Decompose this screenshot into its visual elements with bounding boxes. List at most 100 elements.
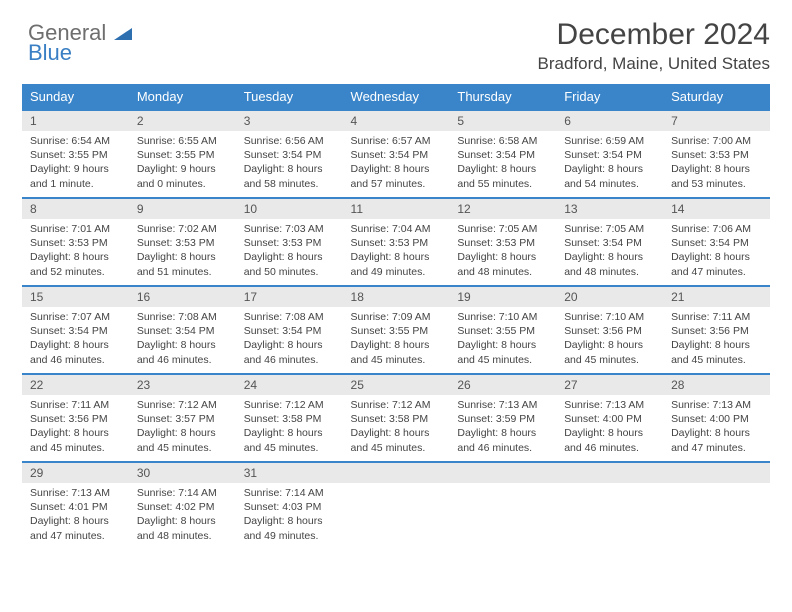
daylight-line: Daylight: 8 hours and 49 minutes.	[351, 250, 444, 278]
day-details: Sunrise: 7:12 AMSunset: 3:58 PMDaylight:…	[343, 395, 450, 459]
sunrise-line: Sunrise: 6:59 AM	[564, 134, 657, 148]
sunrise-line: Sunrise: 7:10 AM	[564, 310, 657, 324]
daylight-line: Daylight: 8 hours and 46 minutes.	[30, 338, 123, 366]
day-details: Sunrise: 6:57 AMSunset: 3:54 PMDaylight:…	[343, 131, 450, 195]
calendar-day-cell: 26Sunrise: 7:13 AMSunset: 3:59 PMDayligh…	[449, 374, 556, 462]
day-number: 16	[129, 287, 236, 307]
empty-day-bar	[556, 463, 663, 483]
calendar-day-cell: 17Sunrise: 7:08 AMSunset: 3:54 PMDayligh…	[236, 286, 343, 374]
daylight-line: Daylight: 8 hours and 48 minutes.	[457, 250, 550, 278]
day-details: Sunrise: 7:03 AMSunset: 3:53 PMDaylight:…	[236, 219, 343, 283]
daylight-line: Daylight: 9 hours and 0 minutes.	[137, 162, 230, 190]
sunrise-line: Sunrise: 7:05 AM	[564, 222, 657, 236]
sunset-line: Sunset: 4:01 PM	[30, 500, 123, 514]
day-number: 23	[129, 375, 236, 395]
sunrise-line: Sunrise: 6:57 AM	[351, 134, 444, 148]
empty-day-bar	[663, 463, 770, 483]
sunrise-line: Sunrise: 7:08 AM	[244, 310, 337, 324]
sunrise-line: Sunrise: 7:13 AM	[457, 398, 550, 412]
daylight-line: Daylight: 8 hours and 54 minutes.	[564, 162, 657, 190]
sunset-line: Sunset: 4:00 PM	[564, 412, 657, 426]
sunset-line: Sunset: 3:54 PM	[564, 236, 657, 250]
sunrise-line: Sunrise: 7:07 AM	[30, 310, 123, 324]
calendar-day-cell: 8Sunrise: 7:01 AMSunset: 3:53 PMDaylight…	[22, 198, 129, 286]
sunset-line: Sunset: 3:53 PM	[457, 236, 550, 250]
calendar-day-cell: 24Sunrise: 7:12 AMSunset: 3:58 PMDayligh…	[236, 374, 343, 462]
day-number: 1	[22, 111, 129, 131]
day-number: 13	[556, 199, 663, 219]
day-details: Sunrise: 7:00 AMSunset: 3:53 PMDaylight:…	[663, 131, 770, 195]
daylight-line: Daylight: 8 hours and 58 minutes.	[244, 162, 337, 190]
day-details: Sunrise: 7:11 AMSunset: 3:56 PMDaylight:…	[663, 307, 770, 371]
daylight-line: Daylight: 8 hours and 57 minutes.	[351, 162, 444, 190]
daylight-line: Daylight: 8 hours and 47 minutes.	[671, 250, 764, 278]
sunrise-line: Sunrise: 7:00 AM	[671, 134, 764, 148]
weekday-header: Thursday	[449, 84, 556, 110]
sunset-line: Sunset: 4:03 PM	[244, 500, 337, 514]
empty-day-bar	[343, 463, 450, 483]
daylight-line: Daylight: 8 hours and 46 minutes.	[244, 338, 337, 366]
calendar-body: 1Sunrise: 6:54 AMSunset: 3:55 PMDaylight…	[22, 110, 770, 550]
day-details: Sunrise: 7:13 AMSunset: 3:59 PMDaylight:…	[449, 395, 556, 459]
daylight-line: Daylight: 8 hours and 47 minutes.	[671, 426, 764, 454]
calendar-day-cell	[663, 462, 770, 550]
daylight-line: Daylight: 8 hours and 46 minutes.	[137, 338, 230, 366]
calendar-day-cell: 14Sunrise: 7:06 AMSunset: 3:54 PMDayligh…	[663, 198, 770, 286]
day-number: 31	[236, 463, 343, 483]
day-number: 18	[343, 287, 450, 307]
weekday-header: Saturday	[663, 84, 770, 110]
header-block: December 2024 Bradford, Maine, United St…	[22, 18, 770, 74]
day-details: Sunrise: 7:10 AMSunset: 3:56 PMDaylight:…	[556, 307, 663, 371]
sunset-line: Sunset: 3:53 PM	[137, 236, 230, 250]
sunset-line: Sunset: 3:57 PM	[137, 412, 230, 426]
day-details: Sunrise: 6:54 AMSunset: 3:55 PMDaylight:…	[22, 131, 129, 195]
calendar-day-cell: 20Sunrise: 7:10 AMSunset: 3:56 PMDayligh…	[556, 286, 663, 374]
sunset-line: Sunset: 3:55 PM	[137, 148, 230, 162]
sunset-line: Sunset: 3:54 PM	[137, 324, 230, 338]
calendar-day-cell: 19Sunrise: 7:10 AMSunset: 3:55 PMDayligh…	[449, 286, 556, 374]
empty-day-bar	[449, 463, 556, 483]
day-details: Sunrise: 6:59 AMSunset: 3:54 PMDaylight:…	[556, 131, 663, 195]
sunrise-line: Sunrise: 7:09 AM	[351, 310, 444, 324]
calendar-day-cell	[556, 462, 663, 550]
day-number: 24	[236, 375, 343, 395]
sunset-line: Sunset: 3:59 PM	[457, 412, 550, 426]
calendar-day-cell: 6Sunrise: 6:59 AMSunset: 3:54 PMDaylight…	[556, 110, 663, 198]
day-details: Sunrise: 7:14 AMSunset: 4:03 PMDaylight:…	[236, 483, 343, 547]
day-number: 15	[22, 287, 129, 307]
day-number: 9	[129, 199, 236, 219]
sunset-line: Sunset: 3:54 PM	[671, 236, 764, 250]
calendar-day-cell: 13Sunrise: 7:05 AMSunset: 3:54 PMDayligh…	[556, 198, 663, 286]
daylight-line: Daylight: 8 hours and 46 minutes.	[457, 426, 550, 454]
sunrise-line: Sunrise: 6:58 AM	[457, 134, 550, 148]
day-number: 19	[449, 287, 556, 307]
sunset-line: Sunset: 3:53 PM	[30, 236, 123, 250]
sunrise-line: Sunrise: 7:02 AM	[137, 222, 230, 236]
day-details: Sunrise: 7:05 AMSunset: 3:53 PMDaylight:…	[449, 219, 556, 283]
day-details: Sunrise: 7:05 AMSunset: 3:54 PMDaylight:…	[556, 219, 663, 283]
day-number: 17	[236, 287, 343, 307]
sunrise-line: Sunrise: 7:11 AM	[671, 310, 764, 324]
sunset-line: Sunset: 3:58 PM	[351, 412, 444, 426]
calendar-day-cell: 12Sunrise: 7:05 AMSunset: 3:53 PMDayligh…	[449, 198, 556, 286]
day-details: Sunrise: 7:11 AMSunset: 3:56 PMDaylight:…	[22, 395, 129, 459]
sunrise-line: Sunrise: 7:12 AM	[351, 398, 444, 412]
day-number: 11	[343, 199, 450, 219]
daylight-line: Daylight: 8 hours and 45 minutes.	[137, 426, 230, 454]
calendar-day-cell: 23Sunrise: 7:12 AMSunset: 3:57 PMDayligh…	[129, 374, 236, 462]
sunrise-line: Sunrise: 7:04 AM	[351, 222, 444, 236]
sunrise-line: Sunrise: 6:56 AM	[244, 134, 337, 148]
daylight-line: Daylight: 8 hours and 55 minutes.	[457, 162, 550, 190]
daylight-line: Daylight: 8 hours and 49 minutes.	[244, 514, 337, 542]
sunset-line: Sunset: 3:54 PM	[244, 148, 337, 162]
daylight-line: Daylight: 8 hours and 48 minutes.	[137, 514, 230, 542]
daylight-line: Daylight: 8 hours and 52 minutes.	[30, 250, 123, 278]
calendar-week-row: 15Sunrise: 7:07 AMSunset: 3:54 PMDayligh…	[22, 286, 770, 374]
calendar-day-cell: 11Sunrise: 7:04 AMSunset: 3:53 PMDayligh…	[343, 198, 450, 286]
calendar-week-row: 8Sunrise: 7:01 AMSunset: 3:53 PMDaylight…	[22, 198, 770, 286]
daylight-line: Daylight: 9 hours and 1 minute.	[30, 162, 123, 190]
sunset-line: Sunset: 4:02 PM	[137, 500, 230, 514]
calendar-day-cell	[343, 462, 450, 550]
day-details: Sunrise: 7:12 AMSunset: 3:58 PMDaylight:…	[236, 395, 343, 459]
calendar-day-cell: 5Sunrise: 6:58 AMSunset: 3:54 PMDaylight…	[449, 110, 556, 198]
